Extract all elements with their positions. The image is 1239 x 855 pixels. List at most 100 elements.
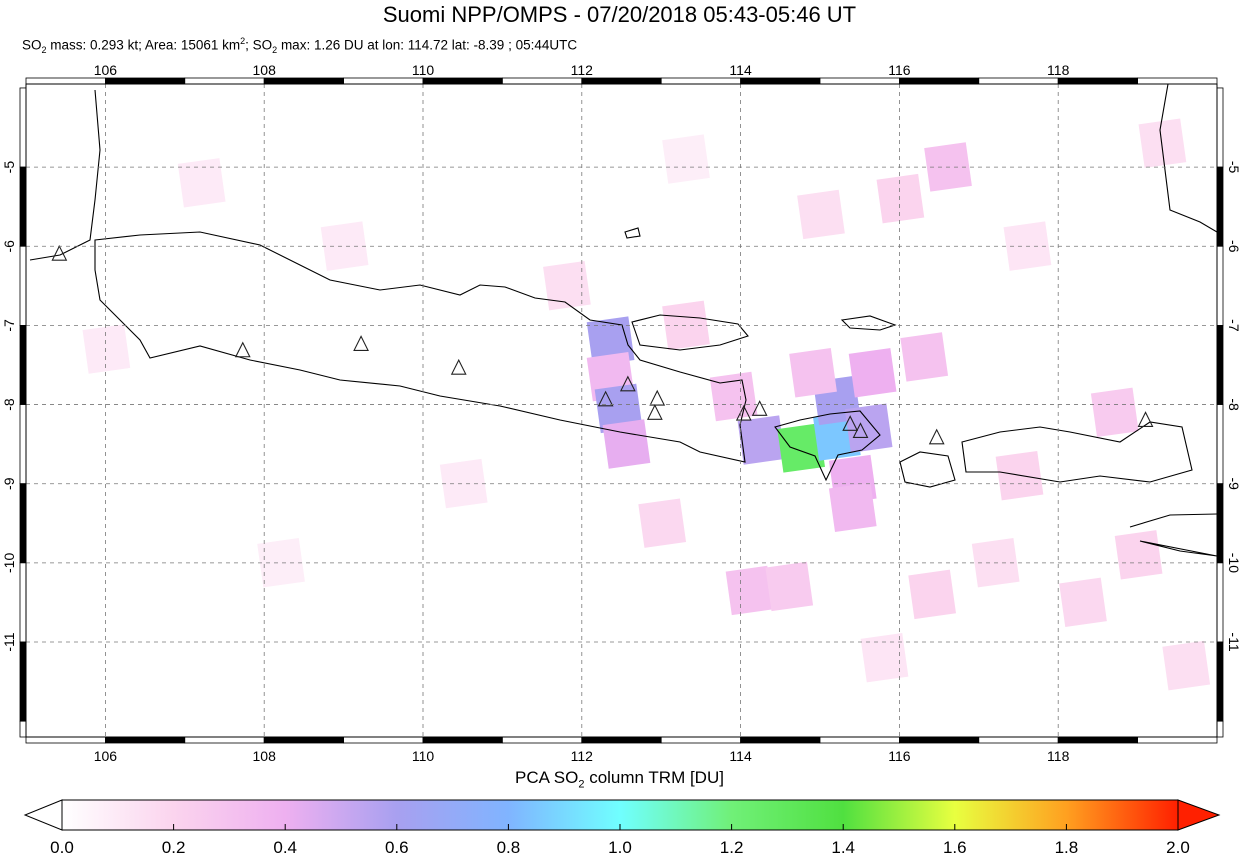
colorbar-tick-label: 1.6	[943, 838, 967, 855]
so2-pixel	[594, 383, 643, 434]
so2-pixel	[789, 348, 837, 398]
frame-bar-bottom	[501, 736, 583, 744]
frame-bar-top	[1057, 77, 1138, 85]
frame-bar-top	[343, 77, 424, 85]
so2-pixel	[860, 633, 909, 683]
colorbar-max-arrow	[1177, 799, 1221, 831]
lon-label-top: 106	[94, 62, 118, 78]
frame-bar-top	[581, 77, 662, 85]
lat-label-right: -9	[1226, 477, 1239, 490]
lat-label-right: -6	[1226, 240, 1239, 253]
so2-pixel	[900, 332, 949, 382]
lon-label-top: 118	[1047, 62, 1070, 78]
lon-label-bottom: 112	[571, 748, 594, 764]
coastline	[840, 315, 897, 331]
lat-label-left: -7	[1, 319, 17, 332]
coastline	[899, 451, 956, 488]
frame-bar-top	[105, 77, 186, 85]
so2-pixel	[765, 561, 814, 612]
so2-pixel	[709, 371, 758, 422]
frame-bar-top	[740, 77, 821, 85]
lon-label-top: 116	[888, 62, 911, 78]
frame-bar-left	[19, 166, 27, 247]
lon-label-bottom: 108	[253, 748, 277, 764]
so2-pixel	[439, 458, 488, 509]
volcano-triangle-icon	[51, 244, 68, 261]
colorbar-min-arrow	[23, 799, 63, 831]
so2-pixel	[662, 300, 710, 350]
frame-bar-right	[1216, 166, 1224, 247]
frame-bar-left	[19, 87, 27, 168]
frame-bar-bottom	[422, 736, 503, 744]
lat-label-right: -11	[1226, 632, 1239, 651]
coastline	[624, 227, 641, 239]
lon-label-bottom: 116	[888, 748, 911, 764]
frame-bar-right	[1216, 87, 1224, 168]
volcano-triangle-icon	[619, 375, 636, 392]
colorbar-tick-label: 0.8	[497, 838, 521, 855]
frame-bar-left	[19, 404, 27, 485]
frame-bar-right	[1216, 641, 1224, 722]
so2-pixel	[737, 415, 786, 465]
lon-label-bottom: 118	[1047, 748, 1070, 764]
lat-label-left: -5	[1, 161, 17, 174]
frame-bar-bottom	[105, 736, 186, 744]
colorbar-tick-label: 1.0	[608, 838, 632, 855]
lat-label-left: -8	[1, 398, 17, 411]
so2-pixel	[1114, 530, 1163, 580]
frame-bar-top	[660, 77, 742, 85]
frame-bar-bottom	[581, 736, 662, 744]
coastline	[961, 421, 1193, 483]
colorbar-tick-label: 0.0	[50, 838, 74, 855]
colorbar-tick-label: 2.0	[1166, 838, 1190, 855]
so2-pixel	[177, 158, 226, 208]
colorbar-tick-label: 1.2	[720, 838, 744, 855]
map-frame	[25, 83, 1218, 738]
frame-bar-bottom	[819, 736, 900, 744]
lat-label-right: -8	[1226, 398, 1239, 411]
so2-summary: SO2 mass: 0.293 kt; Area: 15061 km2; SO2…	[22, 36, 578, 56]
frame-bar-bottom	[25, 736, 106, 744]
frame-bar-bottom	[343, 736, 424, 744]
so2-pixel	[602, 419, 651, 469]
lat-label-left: -11	[1, 632, 17, 651]
volcano-triangle-icon	[751, 400, 768, 416]
volcano-triangle-icon	[597, 390, 614, 407]
frame-bar-bottom	[740, 736, 821, 744]
lat-label-right: -10	[1226, 553, 1239, 573]
so2-pixel	[1059, 577, 1107, 628]
volcano-triangle-icon	[234, 341, 251, 358]
lat-label-right: -7	[1226, 319, 1239, 332]
lat-label-left: -10	[1, 553, 17, 573]
so2-pixel	[320, 221, 369, 271]
so2-pixel	[828, 482, 877, 533]
so2-pixel	[638, 498, 687, 548]
frame-bar-top	[422, 77, 503, 85]
colorbar-tick-label: 1.4	[831, 838, 855, 855]
so2-pixel	[82, 324, 131, 374]
volcano-triangle-icon	[649, 389, 666, 406]
frame-bar-left	[19, 483, 27, 564]
frame-bar-top	[899, 77, 980, 85]
volcano-triangle-icon	[852, 422, 869, 439]
volcano-triangle-icon	[842, 415, 859, 431]
frame-bar-right	[1216, 562, 1224, 643]
lat-label-left: -9	[1, 477, 17, 490]
so2-pixel	[1090, 387, 1139, 438]
coastline	[774, 410, 881, 482]
colorbar-tick-label: 0.2	[162, 838, 186, 855]
volcano-triangle-icon	[928, 428, 945, 445]
lon-label-top: 108	[253, 62, 277, 78]
colorbar-tick-label: 0.4	[273, 838, 297, 855]
volcano-triangle-icon	[1137, 411, 1154, 427]
so2-pixel	[1138, 118, 1187, 168]
so2-pixel	[1162, 640, 1211, 691]
volcano-triangle-icon	[646, 404, 663, 420]
so2-pixel	[725, 565, 774, 616]
frame-bar-right	[1216, 404, 1224, 485]
lat-label-left: -6	[1, 240, 17, 253]
frame-bar-top	[184, 77, 265, 85]
frame-bar-right	[1216, 483, 1224, 564]
frame-bar-top	[501, 77, 583, 85]
